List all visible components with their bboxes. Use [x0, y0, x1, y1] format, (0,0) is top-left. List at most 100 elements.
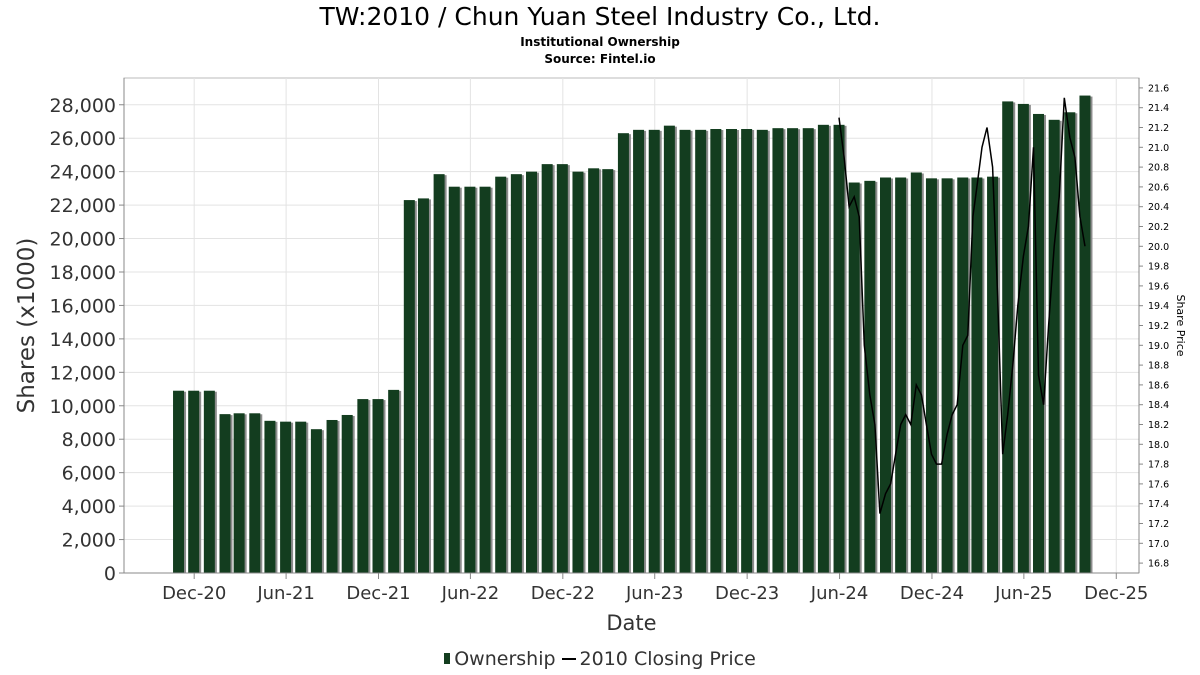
ownership-bar — [1079, 95, 1091, 574]
y-tick-label: 14,000 — [50, 329, 116, 351]
ownership-bar — [756, 129, 768, 573]
y2-tick-label: 21.0 — [1148, 143, 1169, 154]
ownership-bar — [679, 129, 691, 573]
ownership-bar — [617, 133, 629, 574]
y2-tick-label: 17.8 — [1148, 460, 1169, 471]
x-tick-label: Dec-20 — [162, 583, 226, 604]
ownership-bar — [556, 164, 568, 574]
x-tick-label: Jun-23 — [625, 583, 684, 604]
ownership-bar — [848, 182, 860, 573]
chart-title: TW:2010 / Chun Yuan Steel Industry Co., … — [319, 2, 881, 31]
ownership-bar — [817, 124, 829, 573]
ownership-bar — [941, 178, 953, 574]
ownership-bar — [479, 186, 491, 573]
x-tick-label: Jun-21 — [256, 583, 315, 604]
ownership-bar — [833, 124, 845, 573]
ownership-bar — [633, 129, 645, 573]
ownership-bar — [310, 429, 322, 573]
legend-ownership-swatch — [444, 653, 451, 664]
y2-tick-label: 19.8 — [1148, 262, 1169, 273]
ownership-bar — [1064, 112, 1076, 573]
ownership-bar — [510, 174, 522, 573]
ownership-bar — [663, 125, 675, 574]
ownership-bar — [648, 129, 660, 573]
x-tick-label: Jun-25 — [994, 583, 1053, 604]
y-tick-label: 8,000 — [62, 429, 116, 451]
y-tick-label: 0 — [104, 563, 116, 585]
y2-tick-label: 18.4 — [1148, 400, 1169, 411]
x-tick-label: Jun-22 — [441, 583, 500, 604]
y-tick-label: 28,000 — [50, 95, 116, 117]
ownership-bar — [464, 186, 476, 573]
ownership-bar — [710, 129, 722, 573]
ownership-bar — [572, 171, 584, 573]
y2-tick-label: 20.2 — [1148, 222, 1169, 233]
ownership-bar — [219, 414, 231, 573]
legend-price-label: 2010 Closing Price — [579, 648, 756, 670]
y2-tick-label: 21.4 — [1148, 103, 1169, 114]
chart-source: Source: Fintel.io — [544, 52, 656, 66]
ownership-bar — [357, 399, 369, 573]
ownership-bar — [910, 172, 922, 573]
ownership-bar — [895, 177, 907, 573]
y2-tick-label: 17.4 — [1148, 499, 1169, 510]
legend: Ownership 2010 Closing Price — [0, 648, 1200, 670]
y-tick-label: 2,000 — [62, 530, 116, 552]
y-tick-label: 6,000 — [62, 463, 116, 485]
x-tick-label: Dec-25 — [1084, 583, 1148, 604]
y-tick-label: 24,000 — [50, 162, 116, 184]
ownership-bar — [602, 169, 614, 573]
ownership-bar — [173, 390, 185, 573]
y2-tick-label: 20.8 — [1148, 163, 1169, 174]
ownership-bar — [925, 178, 937, 574]
ownership-bar — [741, 129, 753, 573]
ownership-bar — [403, 200, 415, 573]
ownership-bar — [772, 128, 784, 573]
y2-tick-label: 17.0 — [1148, 539, 1169, 550]
ownership-bar — [495, 176, 507, 574]
y2-tick-label: 19.6 — [1148, 281, 1169, 292]
ownership-bar — [341, 414, 353, 573]
ownership-chart: 0 2,000 4,000 6,000 8,000 10,000 12,000 14,000 1… — [14, 77, 1187, 635]
y2-tick-label: 21.6 — [1148, 83, 1169, 94]
ownership-bar — [280, 421, 292, 573]
ownership-bar — [971, 177, 983, 573]
y2-tick-label: 17.2 — [1148, 519, 1169, 530]
ownership-bar — [802, 128, 814, 573]
ownership-bar — [957, 177, 969, 573]
y-tick-label: 18,000 — [50, 262, 116, 284]
ownership-bar — [417, 198, 429, 574]
y2-tick-label: 20.0 — [1148, 242, 1169, 253]
ownership-bar — [448, 186, 460, 573]
ownership-bar — [388, 389, 400, 573]
ownership-bar — [725, 129, 737, 573]
y2-tick-label: 19.2 — [1148, 321, 1169, 332]
ownership-bar — [233, 413, 245, 573]
y2-tick-label: 18.2 — [1148, 420, 1169, 431]
ownership-bar — [787, 128, 799, 573]
y-tick-label: 22,000 — [50, 195, 116, 217]
ownership-bar — [203, 390, 215, 573]
ownership-bar — [695, 129, 707, 573]
y-tick-label: 12,000 — [50, 362, 116, 384]
y-tick-label: 16,000 — [50, 295, 116, 317]
y2-tick-label: 18.0 — [1148, 440, 1169, 451]
ownership-bar — [372, 399, 384, 573]
ownership-bar — [880, 177, 892, 573]
y2-tick-label: 21.2 — [1148, 123, 1169, 134]
y2-axis-title: Share Price — [1174, 294, 1187, 356]
x-tick-label: Dec-24 — [900, 583, 964, 604]
y2-tick-label: 20.6 — [1148, 182, 1169, 193]
x-tick-label: Dec-23 — [715, 583, 779, 604]
y2-tick-label: 16.8 — [1148, 559, 1169, 570]
ownership-bar — [864, 180, 876, 573]
chart-subtitle: Institutional Ownership — [520, 35, 680, 49]
ownership-bar — [188, 390, 200, 573]
ownership-bar — [588, 168, 600, 573]
price-line-layer — [838, 97, 1086, 514]
ownership-bar — [541, 164, 553, 574]
x-tick-label: Dec-22 — [531, 583, 595, 604]
legend-price-swatch — [561, 658, 576, 660]
price-line — [838, 97, 1086, 514]
y-axis-title: Shares (x1000) — [14, 238, 40, 414]
